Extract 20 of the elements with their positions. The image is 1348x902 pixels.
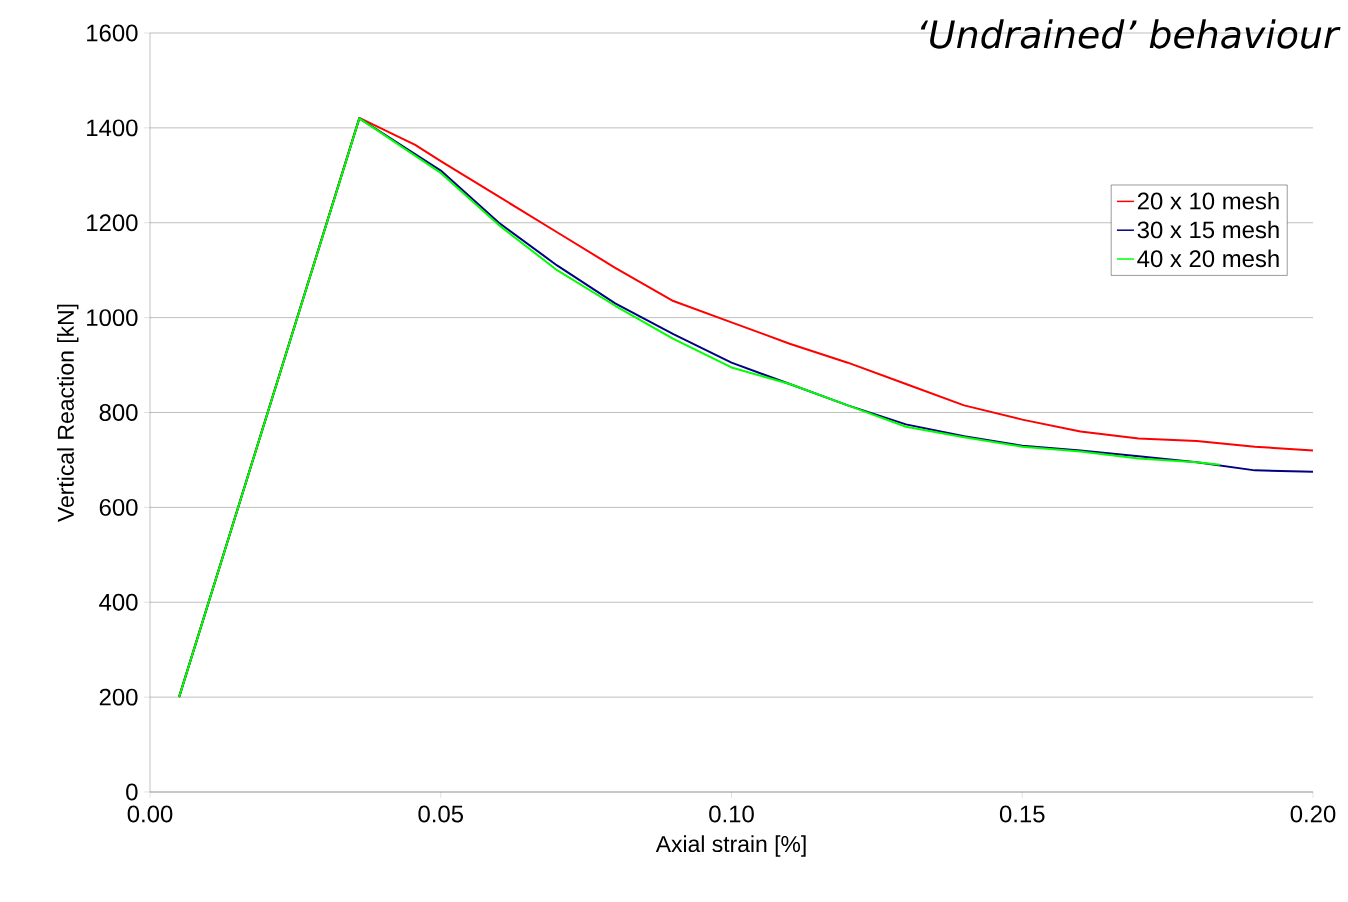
y-tick-label: 1400 xyxy=(87,119,138,137)
y-tick-label: 1000 xyxy=(87,309,138,327)
chart-title: ‘Undrained’ behaviour xyxy=(920,19,1341,49)
x-axis-title: Axial strain [%] xyxy=(655,835,806,857)
x-tick-label: 0.10 xyxy=(709,805,754,823)
legend-label: 20 x 10 mesh xyxy=(1137,191,1279,210)
legend-label: 30 x 15 mesh xyxy=(1137,220,1279,239)
y-tick-label: 1600 xyxy=(87,24,138,42)
y-tick-label: 600 xyxy=(99,498,138,516)
y-tick-label: 1200 xyxy=(87,214,138,232)
y-axis-title: Vertical Reaction [kN] xyxy=(57,304,79,522)
y-tick-label: 0 xyxy=(126,783,138,801)
x-tick-label: 0.20 xyxy=(1290,805,1336,823)
legend-label: 40 x 20 mesh xyxy=(1137,249,1279,268)
x-tick-label: 0.05 xyxy=(418,805,464,823)
y-tick-label: 400 xyxy=(99,593,138,611)
x-tick-label: 0.00 xyxy=(127,805,173,823)
x-tick-label: 0.15 xyxy=(999,805,1045,823)
y-tick-label: 200 xyxy=(99,688,138,706)
y-tick-label: 800 xyxy=(99,404,138,421)
